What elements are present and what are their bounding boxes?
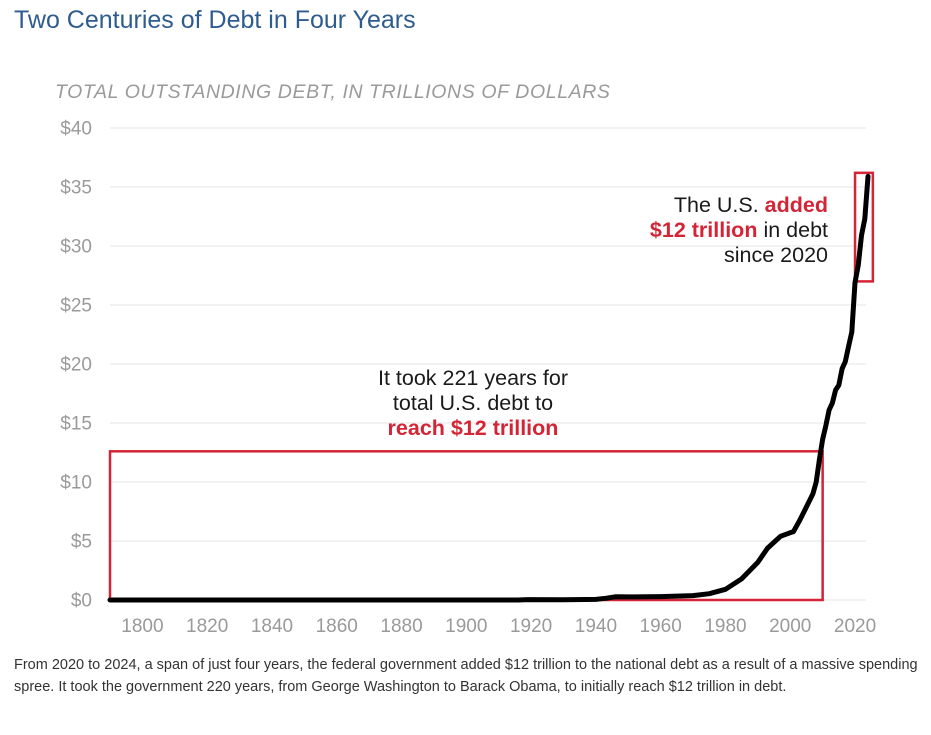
x-axis-tick-labels: 1800 1820 1840 1860 1880 1900 1920 1940 1960 1980… <box>121 616 876 637</box>
debt-series-line <box>107 173 871 603</box>
debt-line-chart: TOTAL OUTSTANDING DEBT, IN TRILLIONS OF … <box>55 81 876 637</box>
x-tick-label: 1800 <box>121 616 163 637</box>
y-tick-label: $35 <box>60 178 92 199</box>
page-title: Two Centuries of Debt in Four Years <box>14 6 416 34</box>
x-tick-label: 1880 <box>380 616 422 637</box>
y-tick-label: $5 <box>71 532 92 553</box>
chart-caption: From 2020 to 2024, a span of just four y… <box>14 657 918 695</box>
y-tick-label: $0 <box>71 591 92 612</box>
x-tick-label: 1820 <box>186 616 228 637</box>
highlight-box-2 <box>853 171 875 283</box>
x-tick-label: 1900 <box>445 616 487 637</box>
y-tick-label: $40 <box>60 119 92 140</box>
annotation-text-segment: added <box>765 193 828 217</box>
annotation-text-segment: It took 221 years for <box>378 366 568 390</box>
annotation-text-segment: total U.S. debt to <box>393 391 553 415</box>
x-tick-label: 1840 <box>251 616 293 637</box>
annotation-text-segment: since 2020 <box>724 243 828 267</box>
x-tick-label: 1960 <box>640 616 682 637</box>
series-layer <box>107 173 871 603</box>
x-tick-label: 1920 <box>510 616 552 637</box>
x-tick-label: 2020 <box>834 616 876 637</box>
x-tick-label: 2000 <box>769 616 811 637</box>
y-tick-label: $10 <box>60 473 92 494</box>
y-tick-label: $30 <box>60 237 92 258</box>
x-tick-label: 1860 <box>316 616 358 637</box>
x-tick-label: 1980 <box>704 616 746 637</box>
annotation-1-line-2: total U.S. debt to <box>393 391 553 415</box>
y-tick-label: $20 <box>60 355 92 376</box>
y-tick-label: $15 <box>60 414 92 435</box>
annotation-text-segment: $12 trillion <box>650 218 758 242</box>
annotation-text-segment: reach $12 trillion <box>388 416 559 440</box>
annotation-text-segment: The U.S. <box>674 193 765 217</box>
y-axis-tick-labels: $0 $5 $10 $15 $20 $25 $30 $35 $40 <box>60 119 92 612</box>
annotation-2-line-3: since 2020 <box>724 243 828 267</box>
annotation-1-line-3: reach $12 trillion <box>388 416 559 440</box>
annotation-text-segment: in debt <box>757 218 828 242</box>
y-tick-label: $25 <box>60 296 92 317</box>
annotation-1-line-1: It took 221 years for <box>378 366 568 390</box>
gridlines <box>110 127 866 601</box>
annotation-2-line-1: The U.S. added <box>674 193 828 217</box>
annotation-2-line-2: $12 trillion in debt <box>650 218 828 242</box>
highlight-box-1 <box>108 450 824 602</box>
x-tick-label: 1940 <box>575 616 617 637</box>
y-axis-title: TOTAL OUTSTANDING DEBT, IN TRILLIONS OF … <box>55 81 611 103</box>
